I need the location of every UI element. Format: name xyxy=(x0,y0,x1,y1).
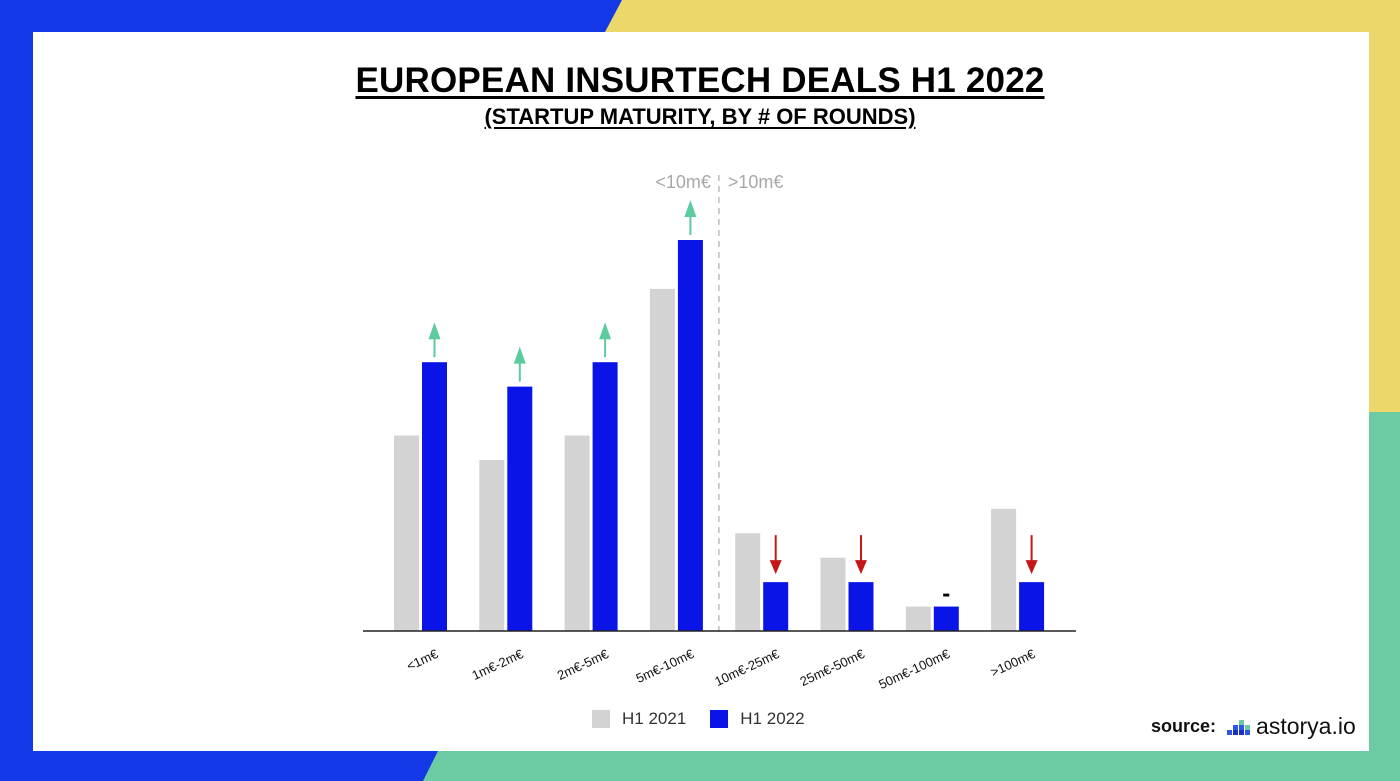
divider-label-left: <10m€ xyxy=(655,172,711,192)
bar-h1-2022 xyxy=(507,386,533,631)
x-tick-label: 5m€-10m€ xyxy=(634,646,697,686)
down-arrow-icon xyxy=(769,560,782,575)
divider-label-right: >10m€ xyxy=(728,172,784,192)
bar-h1-2021 xyxy=(649,288,675,631)
bar-h1-2021 xyxy=(991,508,1017,631)
chart-title: EUROPEAN INSURTECH DEALS H1 2022 xyxy=(355,61,1045,100)
bar-h1-2021 xyxy=(479,459,505,631)
bar-h1-2022 xyxy=(1019,582,1045,631)
down-arrow-icon xyxy=(855,560,867,575)
bar-h1-2021 xyxy=(735,533,761,631)
chart-subtitle: (STARTUP MATURITY, BY # OF ROUNDS) xyxy=(484,104,916,129)
bar-h1-2021 xyxy=(394,435,419,631)
legend-item-h1-2021: H1 2021 xyxy=(592,709,686,729)
x-tick-label: 50m€-100m€ xyxy=(876,646,952,692)
source-label: source: xyxy=(1151,716,1217,736)
up-arrow-icon xyxy=(513,346,526,364)
bar-h1-2021 xyxy=(564,435,590,631)
x-tick-label: 10m€-25m€ xyxy=(712,646,782,689)
legend: H1 2021 H1 2022 xyxy=(592,708,829,730)
x-tick-label: 2m€-5m€ xyxy=(555,646,612,683)
bar-h1-2022 xyxy=(422,362,447,631)
bar-h1-2022 xyxy=(763,582,789,631)
source-credit: source: astorya.io xyxy=(1151,713,1356,740)
bar-chart-logo-icon xyxy=(1227,719,1251,735)
x-tick-label: 25m€-50m€ xyxy=(798,646,868,689)
down-arrow-icon xyxy=(1025,560,1038,575)
logo-text: astorya.io xyxy=(1256,713,1356,739)
bar-h1-2022 xyxy=(933,606,959,631)
legend-swatch-h1-2022 xyxy=(710,710,729,728)
up-arrow-icon xyxy=(428,322,441,340)
up-arrow-icon xyxy=(599,322,612,340)
up-arrow-icon xyxy=(684,200,697,217)
x-tick-label: >100m€ xyxy=(988,646,1038,680)
bar-h1-2021 xyxy=(905,606,931,631)
bar-h1-2022 xyxy=(677,240,703,631)
legend-label-h1-2022: H1 2022 xyxy=(740,709,805,728)
bar-h1-2022 xyxy=(592,362,618,631)
flat-marker: - xyxy=(942,581,950,608)
legend-swatch-h1-2021 xyxy=(592,710,610,728)
bar-h1-2022 xyxy=(848,582,874,631)
legend-item-h1-2022: H1 2022 xyxy=(710,709,805,729)
legend-label-h1-2021: H1 2021 xyxy=(622,709,687,728)
x-tick-label: <1m€ xyxy=(404,646,441,674)
bar-h1-2021 xyxy=(820,557,846,631)
x-tick-label: 1m€-2m€ xyxy=(469,646,526,683)
